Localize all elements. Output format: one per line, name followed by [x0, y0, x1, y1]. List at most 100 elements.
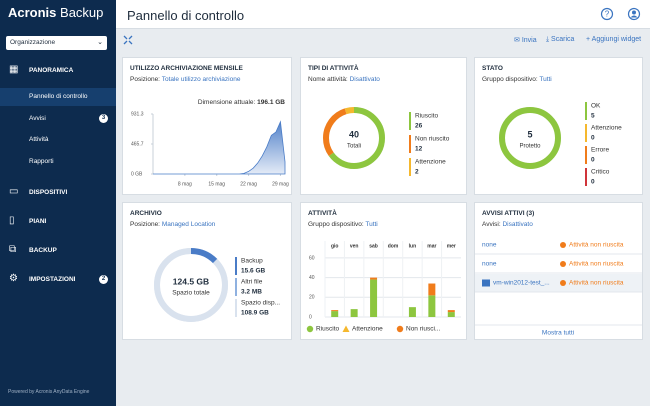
legend-swatch: [235, 257, 237, 275]
x-tick-label: sab: [369, 243, 378, 249]
nav-label: IMPOSTAZIONI: [29, 276, 76, 283]
nav-badge: 3: [99, 114, 108, 123]
legend-label: Backup: [241, 258, 263, 265]
widget-filter: Gruppo dispositivo: Tutti: [308, 221, 378, 228]
nav-icon: ⚙: [9, 273, 18, 284]
nav-icon: ▯: [9, 215, 15, 226]
user-icon[interactable]: [627, 7, 641, 21]
widget-graphics: 124.5 GB Spazio totale Backup 15.6 GB Altri …: [154, 248, 280, 322]
send-button[interactable]: ✉ Invia: [514, 37, 537, 44]
widget-filter: Nome attività: Disattivato: [308, 76, 380, 83]
size-line: Dimensione attuale: 196.1 GB: [198, 99, 285, 106]
nav-label: PIANI: [29, 218, 47, 225]
nav-section[interactable]: ⚙ IMPOSTAZIONI 2: [0, 273, 116, 287]
bar-segment: [331, 310, 339, 312]
nav-section[interactable]: ▯ PIANI: [0, 215, 116, 229]
widget-title: TIPI DI ATTIVITÀ: [308, 65, 359, 72]
widget-title: STATO: [482, 65, 503, 72]
filter-value[interactable]: Disattivato: [502, 221, 533, 228]
legend-value: 108.9 GB: [241, 310, 269, 317]
nav-section[interactable]: ▦ PANORAMICA: [0, 64, 116, 78]
legend-icon: [396, 325, 404, 333]
legend-swatch: [585, 146, 587, 164]
nav-item[interactable]: Attività: [0, 131, 116, 149]
org-select[interactable]: Organizzazione ⌄: [6, 36, 107, 50]
donut-segment: [323, 107, 385, 169]
legend-label: Non riuscito: [415, 136, 450, 143]
nav-label: PANORAMICA: [29, 67, 74, 74]
legend-swatch: [409, 112, 411, 130]
bar-segment: [331, 311, 339, 317]
nav-item-label: Avvisi: [29, 114, 46, 122]
x-tick-label: 22 mag: [240, 181, 257, 187]
y-tick-label: 40: [309, 275, 315, 281]
donut-caption: Totali: [347, 144, 361, 150]
alert-device: none: [482, 261, 497, 268]
legend-value: 0: [591, 179, 595, 186]
filter-value[interactable]: Managed Location: [161, 221, 216, 228]
x-tick-label: mer: [447, 243, 456, 249]
bar-segment: [428, 295, 436, 317]
x-tick-label: 15 mag: [208, 181, 225, 187]
widget-filter: Gruppo dispositivo: Tutti: [482, 76, 552, 83]
area: [153, 120, 286, 175]
nav-section[interactable]: ▭ DISPOSITIVI: [0, 186, 116, 200]
widget-title: AVVISI ATTIVI (3): [482, 210, 535, 217]
widget-filter: Avvisi: Disattivato: [482, 221, 533, 228]
nav-item[interactable]: Pannello di controllo: [0, 88, 116, 106]
legend-value: 15.6 GB: [241, 268, 266, 275]
send-label: Invia: [521, 37, 537, 44]
download-button[interactable]: ⤓ Scarica: [546, 36, 575, 43]
bar-segment: [408, 307, 416, 317]
nav-badge: 2: [99, 275, 108, 284]
filter-value[interactable]: Tutti: [539, 76, 552, 83]
widget: ARCHIVIO Posizione: Managed Location 124.5…: [122, 202, 292, 340]
legend-icon: [342, 325, 350, 332]
legend-label: OK: [591, 103, 601, 110]
size-value: 196.1 GB: [257, 99, 285, 106]
alert-icon: [560, 242, 566, 248]
nav-item[interactable]: Avvisi 3: [0, 110, 116, 128]
legend-swatch: [409, 158, 411, 176]
legend-label: Attenzione: [352, 326, 383, 333]
legend-value: 5: [591, 113, 595, 120]
legend-value: 26: [415, 123, 423, 130]
filter-label: Gruppo dispositivo:: [482, 76, 538, 83]
alert-status: Attività non riuscita: [569, 261, 624, 268]
legend-label: Attenzione: [415, 159, 446, 166]
legend-label: Altri file: [241, 279, 263, 286]
filter-value[interactable]: Tutti: [365, 221, 378, 228]
sidebar: Acronis Backup Organizzazione ⌄ ▦ PANORAMICA…: [0, 0, 116, 406]
widget: STATO Gruppo dispositivo: Tutti 5 Protetto O…: [474, 57, 643, 195]
x-tick-label: 29 mag: [272, 181, 289, 187]
donut-segment: [499, 107, 561, 169]
nav-item[interactable]: Rapporti: [0, 153, 116, 171]
help-icon[interactable]: ?: [600, 7, 614, 21]
legend-swatch: [409, 135, 411, 153]
sidebar-footer: Powered by Acronis AnyData Engine: [8, 389, 90, 395]
bar-segment: [447, 312, 455, 317]
legend-label: Spazio disp...: [241, 300, 280, 307]
widget-graphics: none Attività non riuscita none Attività no…: [475, 242, 642, 337]
show-all-link[interactable]: Mostra tutti: [542, 330, 574, 337]
brand-name: Acronis: [8, 5, 57, 20]
donut-caption: Protetto: [519, 144, 541, 150]
brand: Acronis Backup: [8, 5, 103, 20]
nav-section[interactable]: ⧉ BACKUP: [0, 244, 116, 258]
legend-value: 2: [415, 169, 419, 176]
collapse-icon[interactable]: [123, 35, 133, 45]
legend-swatch: [585, 124, 587, 142]
chevron: ⌄: [97, 39, 103, 46]
widget-graphics: 40 Totali Riuscito 26 Non riuscito 12 Attenzio…: [323, 107, 450, 176]
add-widget-button[interactable]: + Aggiungi widget: [586, 36, 642, 43]
alert-icon: [560, 280, 566, 286]
bar-segment: [447, 310, 455, 313]
widget-graphics: 0 20 40 60 gio ven sab dom lun mar mer Riuscito Atte…: [306, 241, 461, 333]
y-tick-label: 60: [309, 255, 315, 261]
donut-segment: [154, 248, 228, 322]
alert-status: Attività non riuscita: [569, 280, 624, 287]
size-label: Dimensione attuale:: [198, 99, 256, 106]
filter-label: Posizione:: [130, 76, 160, 83]
filter-value[interactable]: Disattivato: [349, 76, 380, 83]
filter-value[interactable]: Totale utilizzo archiviazione: [161, 76, 241, 83]
